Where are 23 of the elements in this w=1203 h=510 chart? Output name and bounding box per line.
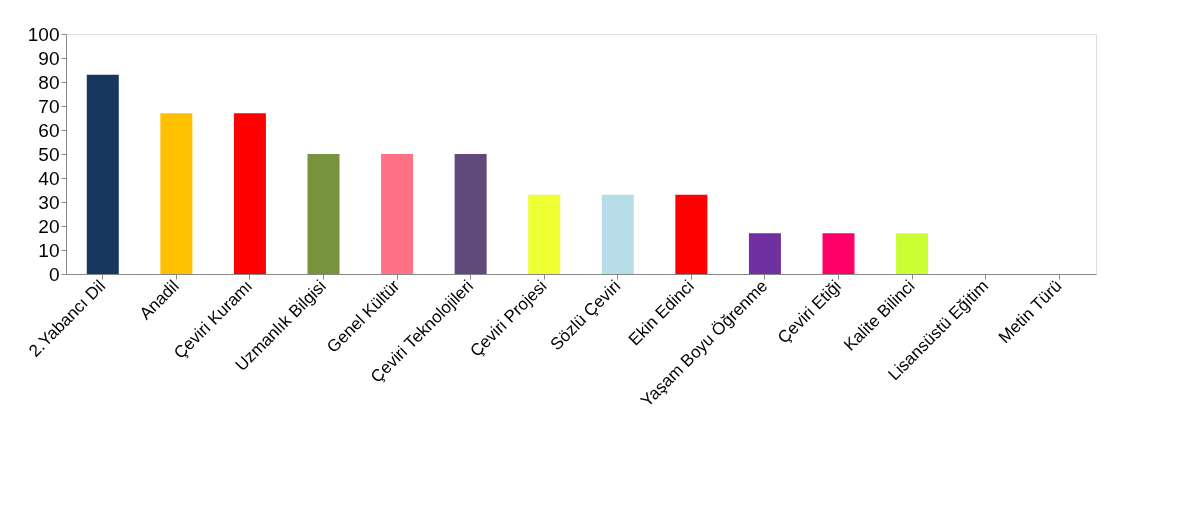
y-tick-label: 80 xyxy=(38,71,60,93)
bar xyxy=(748,233,781,274)
y-tick-label: 30 xyxy=(38,191,60,213)
bar xyxy=(601,194,634,274)
bar xyxy=(528,194,561,274)
bar xyxy=(822,233,855,274)
bar xyxy=(160,113,193,274)
bar xyxy=(896,233,929,274)
y-tick-label: 70 xyxy=(38,95,60,117)
bar xyxy=(454,154,487,274)
y-tick-label: 40 xyxy=(38,167,60,189)
bar xyxy=(86,74,119,274)
y-tick-label: 0 xyxy=(48,263,60,285)
bar xyxy=(675,194,708,274)
y-tick-label: 90 xyxy=(38,47,60,69)
y-tick-label: 60 xyxy=(38,119,60,141)
bar xyxy=(233,113,266,274)
bar xyxy=(381,154,414,274)
y-tick-label: 50 xyxy=(38,143,60,165)
y-tick-label: 10 xyxy=(38,239,60,261)
bar xyxy=(307,154,340,274)
y-tick-label: 100 xyxy=(27,23,60,45)
y-tick-label: 20 xyxy=(38,215,60,237)
